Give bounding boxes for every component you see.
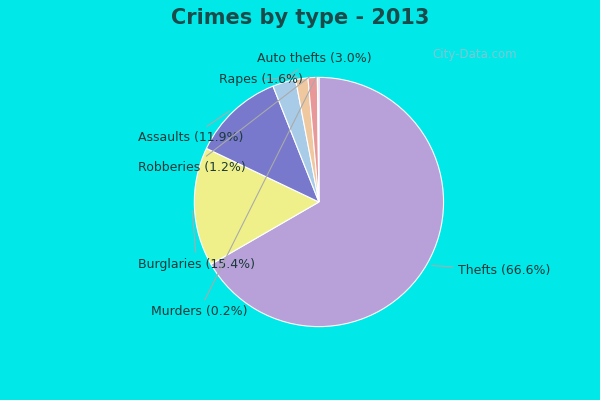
Wedge shape: [296, 78, 319, 202]
Text: Burglaries (15.4%): Burglaries (15.4%): [138, 210, 255, 271]
Wedge shape: [308, 77, 319, 202]
Text: Assaults (11.9%): Assaults (11.9%): [138, 111, 244, 144]
Text: Rapes (1.6%): Rapes (1.6%): [219, 73, 303, 86]
Text: Auto thefts (3.0%): Auto thefts (3.0%): [257, 52, 371, 78]
Wedge shape: [211, 77, 443, 327]
Text: City-Data.com: City-Data.com: [432, 48, 517, 61]
Text: Thefts (66.6%): Thefts (66.6%): [432, 264, 551, 277]
Text: Crimes by type - 2013: Crimes by type - 2013: [171, 8, 429, 28]
Wedge shape: [206, 86, 319, 202]
Text: Robberies (1.2%): Robberies (1.2%): [138, 77, 310, 174]
Text: Murders (0.2%): Murders (0.2%): [151, 77, 316, 318]
Wedge shape: [194, 148, 319, 264]
Wedge shape: [317, 77, 319, 202]
Wedge shape: [273, 80, 319, 202]
